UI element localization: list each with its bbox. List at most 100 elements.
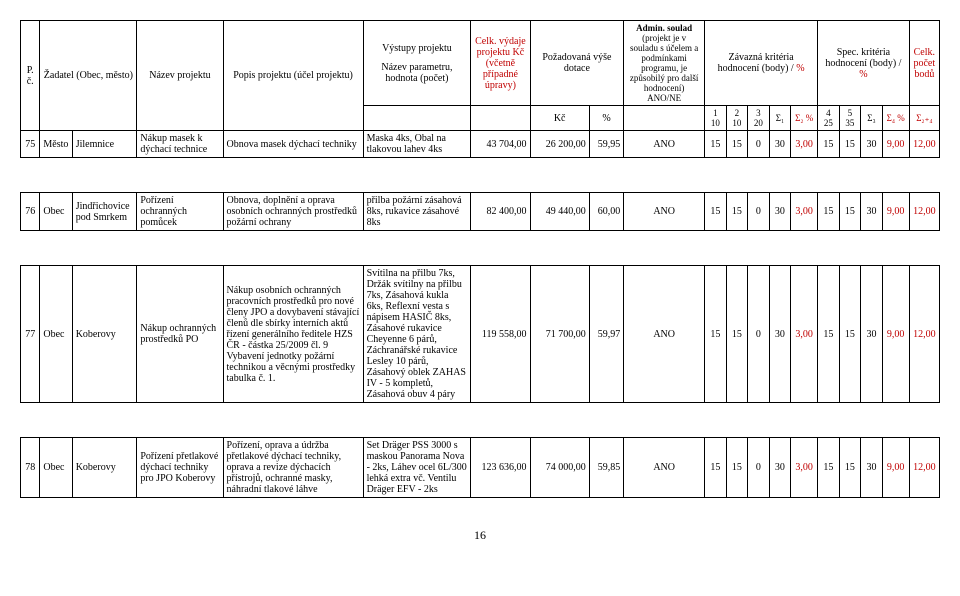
hdr-dotace-top: Požadovaná výše dotace (530, 21, 624, 106)
hdr-spec-top: Spec. kritéria hodnocení (body) / (825, 47, 901, 69)
hdr-sub-5: 5 35 (839, 106, 861, 131)
spacer-row (21, 158, 940, 193)
cell-vydaje: 123 636,00 (471, 438, 530, 498)
cell-b5: 15 (839, 438, 861, 498)
hdr-vystupy: Výstupy projektu Název parametru, hodnot… (363, 21, 471, 106)
cell-b3: 0 (748, 193, 770, 231)
cell-s3: 30 (861, 193, 883, 231)
data-table: P. č. Žadatel (Obec, město) Název projek… (20, 20, 940, 498)
hdr-sub-s3: Σ₃ (861, 106, 883, 131)
cell-nazev: Nákup masek k dýchací technice (137, 131, 223, 158)
cell-vydaje: 43 704,00 (471, 131, 530, 158)
cell-admin: ANO (624, 131, 705, 158)
hdr-popis: Popis projektu (účel projektu) (223, 21, 363, 131)
table-header: P. č. Žadatel (Obec, město) Název projek… (21, 21, 940, 131)
cell-pc: 77 (21, 266, 40, 403)
cell-zadatel-misto: Koberovy (72, 266, 137, 403)
cell-dotace-kc: 71 700,00 (530, 266, 589, 403)
hdr-celk-top: Celk. počet bodů (909, 21, 939, 106)
hdr-admin-top: Admin. soulad (636, 23, 692, 33)
cell-b5: 15 (839, 193, 861, 231)
hdr-sub-3: 3 20 (748, 106, 770, 131)
cell-s4: 9,00 (882, 266, 909, 403)
cell-s2: 3,00 (791, 193, 818, 231)
cell-b2: 15 (726, 438, 748, 498)
hdr-sub-s4: Σ₄ % (882, 106, 909, 131)
hdr-zavazna-pct: % (796, 63, 804, 74)
cell-dotace-kc: 74 000,00 (530, 438, 589, 498)
cell-b4: 15 (818, 131, 840, 158)
cell-pc: 75 (21, 131, 40, 158)
cell-b4: 15 (818, 266, 840, 403)
spacer-row (21, 231, 940, 266)
hdr-vydaje: Celk. výdaje projektu Kč (včetně případn… (471, 21, 530, 106)
cell-nazev: Pořízení přetlakové dýchací techniky pro… (137, 438, 223, 498)
cell-dotace-pct: 59,97 (589, 266, 623, 403)
cell-vydaje: 119 558,00 (471, 266, 530, 403)
cell-zadatel-typ: Obec (40, 193, 72, 231)
cell-popis: Pořízení, oprava a údržba přetlakové dýc… (223, 438, 363, 498)
hdr-dotace-pct: % (589, 106, 623, 131)
cell-pc: 76 (21, 193, 40, 231)
cell-popis: Obnova, doplnění a oprava osobních ochra… (223, 193, 363, 231)
page-number: 16 (20, 528, 940, 543)
cell-s24: 12,00 (909, 266, 939, 403)
hdr-vystupy-top: Výstupy projektu (367, 43, 468, 54)
cell-s2: 3,00 (791, 266, 818, 403)
hdr-zavazna-top: Závazná kritéria hodnocení (body) / (718, 52, 797, 74)
cell-admin: ANO (624, 266, 705, 403)
cell-popis: Obnova masek dýchací techniky (223, 131, 363, 158)
cell-b5: 15 (839, 131, 861, 158)
spacer-row (21, 403, 940, 438)
cell-b4: 15 (818, 193, 840, 231)
hdr-sub-1: 1 10 (705, 106, 727, 131)
table-row: 78 Obec Koberovy Pořízení přetlakové dýc… (21, 438, 940, 498)
hdr-vydaje-top: Celk. výdaje projektu Kč (474, 36, 526, 58)
hdr-vystupy-b (363, 106, 471, 131)
hdr-admin-b (624, 106, 705, 131)
hdr-admin-desc: (projekt je v souladu s účelem a podmínk… (630, 33, 699, 103)
hdr-sub-s24: Σ₂₊₄ (909, 106, 939, 131)
cell-s3: 30 (861, 266, 883, 403)
cell-b2: 15 (726, 131, 748, 158)
cell-b3: 0 (748, 131, 770, 158)
cell-zadatel-misto: Jindřichovice pod Smrkem (72, 193, 137, 231)
cell-s24: 12,00 (909, 438, 939, 498)
hdr-sub-s1: Σ₁ (769, 106, 791, 131)
hdr-zadatel: Žadatel (Obec, město) (40, 21, 137, 131)
hdr-spec: Spec. kritéria hodnocení (body) / % (818, 21, 910, 106)
hdr-spec-pct: % (859, 69, 867, 80)
cell-dotace-kc: 26 200,00 (530, 131, 589, 158)
cell-b1: 15 (705, 438, 727, 498)
cell-admin: ANO (624, 438, 705, 498)
cell-vydaje: 82 400,00 (471, 193, 530, 231)
hdr-vydaje-sub: (včetně případné úpravy) (474, 58, 526, 91)
cell-s4: 9,00 (882, 193, 909, 231)
cell-s2: 3,00 (791, 438, 818, 498)
cell-dotace-pct: 59,95 (589, 131, 623, 158)
cell-vystupy: přilba požární zásahová 8ks, rukavice zá… (363, 193, 471, 231)
cell-vystupy: Maska 4ks, Obal na tlakovou lahev 4ks (363, 131, 471, 158)
hdr-admin: Admin. soulad (projekt je v souladu s úč… (624, 21, 705, 106)
cell-s3: 30 (861, 131, 883, 158)
cell-pc: 78 (21, 438, 40, 498)
hdr-pc: P. č. (21, 21, 40, 131)
cell-b1: 15 (705, 266, 727, 403)
table-row: 76 Obec Jindřichovice pod Smrkem Pořízen… (21, 193, 940, 231)
cell-b1: 15 (705, 193, 727, 231)
cell-vystupy: Set Dräger PSS 3000 s maskou Panorama No… (363, 438, 471, 498)
cell-dotace-pct: 59,85 (589, 438, 623, 498)
cell-b4: 15 (818, 438, 840, 498)
hdr-vystupy-sub: Název parametru, hodnota (počet) (367, 62, 468, 84)
cell-s4: 9,00 (882, 438, 909, 498)
cell-s1: 30 (769, 193, 791, 231)
cell-s24: 12,00 (909, 193, 939, 231)
hdr-nazev: Název projektu (137, 21, 223, 131)
cell-b3: 0 (748, 266, 770, 403)
cell-vystupy: Svítilna na přilbu 7ks, Držák svítilny n… (363, 266, 471, 403)
cell-s2: 3,00 (791, 131, 818, 158)
cell-admin: ANO (624, 193, 705, 231)
cell-b2: 15 (726, 193, 748, 231)
cell-zadatel-misto: Koberovy (72, 438, 137, 498)
cell-s3: 30 (861, 438, 883, 498)
